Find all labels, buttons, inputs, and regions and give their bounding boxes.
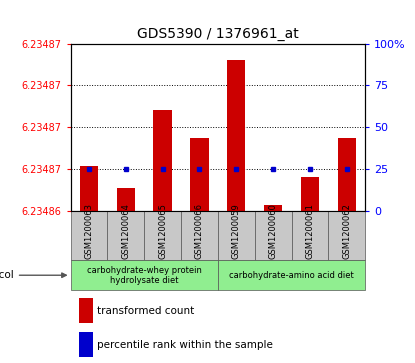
Bar <box>218 260 365 290</box>
Bar <box>80 166 98 211</box>
Text: GSM1200064: GSM1200064 <box>121 203 130 259</box>
Bar <box>79 332 93 357</box>
Text: protocol: protocol <box>0 270 66 280</box>
Text: GSM1200066: GSM1200066 <box>195 203 204 259</box>
Bar <box>154 110 172 211</box>
Text: GSM1200060: GSM1200060 <box>269 203 278 259</box>
Bar <box>107 211 144 260</box>
Bar <box>79 298 93 323</box>
Text: carbohydrate-amino acid diet: carbohydrate-amino acid diet <box>229 271 354 280</box>
Bar <box>337 138 356 211</box>
Bar <box>117 188 135 211</box>
Bar <box>264 205 282 211</box>
Bar <box>328 211 365 260</box>
Text: GSM1200061: GSM1200061 <box>305 203 315 259</box>
Text: GSM1200063: GSM1200063 <box>85 203 93 259</box>
Text: GSM1200065: GSM1200065 <box>158 203 167 259</box>
Text: carbohydrate-whey protein
hydrolysate diet: carbohydrate-whey protein hydrolysate di… <box>87 265 202 285</box>
Bar <box>227 60 246 211</box>
Text: transformed count: transformed count <box>97 306 194 316</box>
Bar <box>190 138 209 211</box>
Bar <box>181 211 218 260</box>
Text: GSM1200059: GSM1200059 <box>232 204 241 259</box>
Bar <box>144 211 181 260</box>
Bar <box>301 177 319 211</box>
Text: percentile rank within the sample: percentile rank within the sample <box>97 340 273 350</box>
Text: GSM1200062: GSM1200062 <box>342 203 351 259</box>
Bar <box>255 211 291 260</box>
Bar <box>218 211 255 260</box>
Bar <box>71 260 218 290</box>
Bar <box>71 211 107 260</box>
Bar <box>291 211 328 260</box>
Title: GDS5390 / 1376961_at: GDS5390 / 1376961_at <box>137 27 299 41</box>
